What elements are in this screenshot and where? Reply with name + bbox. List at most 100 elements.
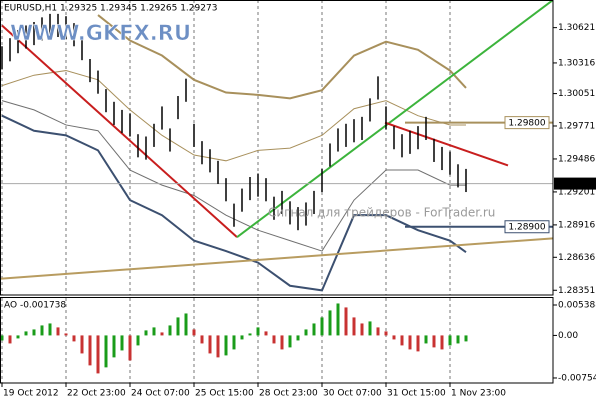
bar [152,327,156,336]
bar [0,335,4,341]
x-tick-label: 25 Oct 15:00 [195,389,254,399]
bar [64,333,68,336]
bar [368,321,372,336]
level-label: 1.28900 [508,223,545,233]
last-price-label: 1.29273 [557,180,594,190]
bar [96,335,100,374]
bar [280,335,284,350]
trend-line [384,121,509,167]
bar [424,335,428,344]
bar [240,335,244,340]
bar [16,335,20,339]
level-label-box [504,220,550,234]
level-label: 1.29800 [508,119,545,129]
price-plot [0,0,553,295]
bar [344,307,348,336]
bar [360,323,364,336]
bar [216,335,220,358]
x-tick-label: 30 Oct 07:00 [323,389,382,399]
ao-panel-border [0,297,554,384]
bar [24,331,28,336]
indicator-title: AO -0.001738 [4,301,66,311]
bar [264,331,268,336]
bar [208,335,212,354]
x-tick-label: 1 Nov 23:00 [451,389,506,399]
bar [192,329,196,336]
bar [384,331,388,336]
bar [200,335,204,344]
bar [32,329,36,336]
bar [320,317,324,336]
bar [400,335,404,346]
bar [328,310,332,336]
y-tick-label: 0.00 [558,331,578,341]
bar [144,330,148,336]
y-tick-label: 1.28916 [558,220,595,230]
bar [232,335,236,350]
bar [440,335,444,350]
trend-line [236,0,553,238]
band-line [1,114,467,292]
bar [432,335,436,348]
last-price-box [554,177,596,190]
bar [104,335,108,368]
bar [56,327,60,336]
bar [464,335,468,342]
bar [288,335,292,348]
bar [296,335,300,341]
x-tick-label: 19 Oct 2012 [3,389,59,399]
y-tick-label: 1.28351 [558,286,595,296]
x-tick-label: 22 Oct 23:00 [67,389,126,399]
ao-plot [0,298,468,383]
x-tick-label: 31 Oct 15:00 [387,389,446,399]
bar [448,335,452,346]
y-tick-label: 1.30621 [558,23,595,33]
band-line [97,14,467,100]
level-label-box [504,116,550,130]
y-tick-label: 1.30051 [558,89,595,99]
bar [88,335,92,366]
bar [48,323,52,336]
bar [272,335,276,344]
bar [176,317,180,336]
y-tick-label: 1.29201 [558,187,595,197]
bar [304,329,308,336]
bar [456,335,460,344]
bar [160,332,164,336]
y-tick-label: 0.005388 [558,301,596,311]
y-tick-label: 1.30316 [558,58,595,68]
bar [136,335,140,346]
bar [184,313,188,336]
bar [248,333,252,336]
band-line [1,100,466,252]
bar [128,335,132,361]
band-line [1,70,466,162]
chart-title: EURUSD,H1 1.29325 1.29345 1.29265 1.2927… [4,4,217,14]
y-tick-label: -0.007540 [558,373,596,383]
y-tick-label: 1.28636 [558,253,595,263]
bar [40,325,44,336]
bar [112,335,116,358]
watermark: Сигнал для трейдеров - ForTrader.ru [268,206,495,220]
bar [392,335,396,340]
bar [224,335,228,356]
bar [256,327,260,336]
bar [72,335,76,342]
y-tick-label: 1.29486 [558,154,595,164]
bar [408,335,412,350]
x-tick-label: 24 Oct 07:00 [131,389,190,399]
bar [120,335,124,351]
trend-line [1,24,238,238]
bar [312,323,316,336]
bar [352,317,356,336]
x-tick-label: 28 Oct 23:00 [259,389,318,399]
bar [168,325,172,336]
price-panel-border [0,0,554,296]
trend-line [0,237,553,280]
bar [8,335,12,344]
bar [416,335,420,352]
bar [80,335,84,354]
watermark: WWW.GKFX.RU [10,21,191,45]
